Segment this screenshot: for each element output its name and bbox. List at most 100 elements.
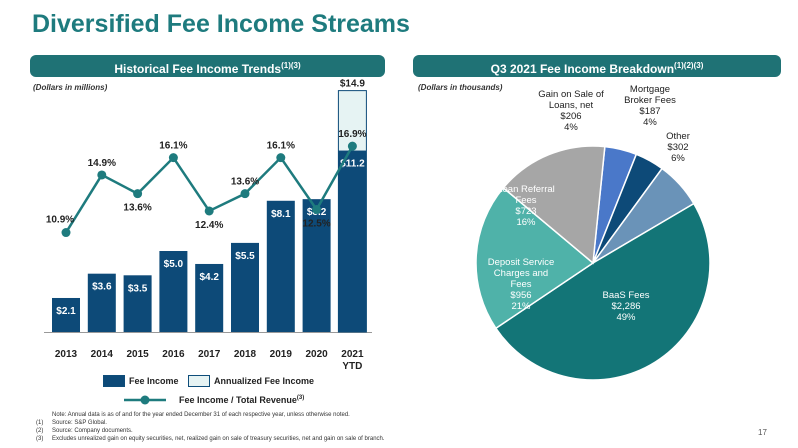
fee-income-bar [159,251,188,332]
footnote-text: Excludes unrealized gain on equity secur… [52,436,385,442]
x-tick-label: 2013 [55,349,78,360]
ratio-point [61,228,71,238]
footnote-text: Source: S&P Global. [52,420,107,426]
pie-slice-label: BaaS Fees [603,290,650,301]
legend-fee-income-swatch [103,375,125,387]
legend-ratio-label: Fee Income / Total Revenue(3) [179,395,304,405]
fee-income-label: $8.1 [271,209,291,220]
ratio-label: 16.9% [338,129,366,140]
pie-slice-label: Mortgage [630,84,670,95]
pie-slice-label: Deposit Service [488,257,555,268]
fee-income-label: $5.5 [235,251,255,262]
ratio-point [240,189,250,199]
footnote-text: Note: Annual data is as of and for the y… [52,412,350,418]
pie-slice-label: 4% [643,117,657,128]
x-tick-label: 2017 [198,349,221,360]
pie-slice-label: 16% [516,217,536,228]
footnote-row: (3) Excludes unrealized gain on equity se… [36,435,385,443]
fee-income-bar [87,273,116,332]
footnote-row: (1) Source: S&P Global. [36,419,385,427]
ratio-point [97,170,107,180]
x-tick-sublabel: YTD [342,361,362,372]
historical-trends-header: Historical Fee Income Trends(1)(3) [30,55,385,77]
legend-annualized-label: Annualized Fee Income [214,376,315,386]
pie-slice-label: Other [666,131,690,142]
pie-slice-label: Fees [515,195,536,206]
fee-income-label: $3.6 [92,282,112,293]
pie-slice-label: $187 [639,106,660,117]
legend-ratio-sup: (3) [296,395,305,401]
right-units-label: (Dollars in thousands) [418,83,503,92]
page-title: Diversified Fee Income Streams [32,10,410,38]
pie-slice-label: 4% [564,122,578,133]
fee-income-label: $3.5 [128,283,148,294]
ratio-label: 13.6% [231,177,259,188]
fee-income-bar [52,297,80,332]
pie-slice-label: 6% [671,153,685,164]
pie-slice [494,202,711,381]
pie-slice-label: $302 [667,142,688,153]
pie-slice-label: Loan Referral [497,184,555,195]
pie-slice-label: $206 [560,111,581,122]
pie-slice-label: $723 [515,206,536,217]
fee-income-bar [302,199,331,332]
ratio-label: 16.1% [159,141,187,152]
footnote-row: Note: Annual data is as of and for the y… [36,411,385,419]
ratio-point [347,141,357,151]
fee-income-label: $2.1 [56,306,76,317]
fee-income-bar [195,263,224,332]
ratio-point [133,189,143,199]
x-tick-label: 2015 [126,349,149,360]
pie-slice-label: Charges and [494,268,548,279]
x-tick-label: 2018 [234,349,257,360]
pie-slice-label: Fees [510,279,531,290]
legend-annualized-swatch [188,375,210,387]
pie-slice [502,145,606,265]
x-tick-label: 2014 [91,349,114,360]
pie-slice-label: $956 [510,290,531,301]
fee-breakdown-header-text: Q3 2021 Fee Income Breakdown [490,62,675,76]
pie-slice-label: 49% [616,312,636,323]
ratio-label: 12.4% [195,220,223,231]
footnote-row: (2) Source: Company documents. [36,427,385,435]
fee-income-bar [123,275,152,332]
page-number: 17 [758,428,767,437]
x-tick-label: 2019 [270,349,293,360]
ratio-label: 13.6% [123,203,151,214]
ratio-label: 10.9% [46,215,74,226]
fee-income-bar [266,200,295,332]
ratio-point [168,153,178,163]
fee-income-bar [231,242,259,332]
ratio-label: 12.5% [302,219,330,230]
pie-slice-label: 21% [511,301,531,312]
fee-income-bar [338,150,367,332]
fee-breakdown-header-sup: (1)(2)(3) [674,61,704,70]
pie-slice-label: $2,286 [611,301,640,312]
annualized-fee-label: $14.9 [340,79,365,90]
fee-income-label: $5.0 [164,259,184,270]
fee-income-label: $4.2 [199,272,219,283]
historical-trends-header-text: Historical Fee Income Trends [114,62,282,76]
footnote-text: Source: Company documents. [52,428,133,434]
footnote-number: (1) [36,420,44,426]
pie-slice-label: Loans, net [549,100,594,111]
ratio-point [204,206,214,216]
pie-slice-label: Broker Fees [624,95,676,106]
ratio-point [276,153,286,163]
legend-ratio-text: Fee Income / Total Revenue [179,395,297,405]
pie-slice-label: Gain on Sale of [538,89,604,100]
historical-trends-header-sup: (1)(3) [281,61,301,70]
legend-fee-income-label: Fee Income [129,376,179,386]
ratio-label: 14.9% [88,158,116,169]
left-units-label: (Dollars in millions) [33,83,108,92]
pie-slice [475,186,595,330]
ratio-label: 16.1% [267,141,295,152]
footnote-number: (3) [36,436,44,442]
footnote-number: (2) [36,428,44,434]
x-tick-label: 2020 [305,349,328,360]
x-tick-label: 2021 [341,349,364,360]
footnotes: Note: Annual data is as of and for the y… [36,411,385,443]
fee-income-label: $11.2 [340,159,365,170]
ratio-point [312,205,322,214]
x-tick-label: 2016 [162,349,185,360]
